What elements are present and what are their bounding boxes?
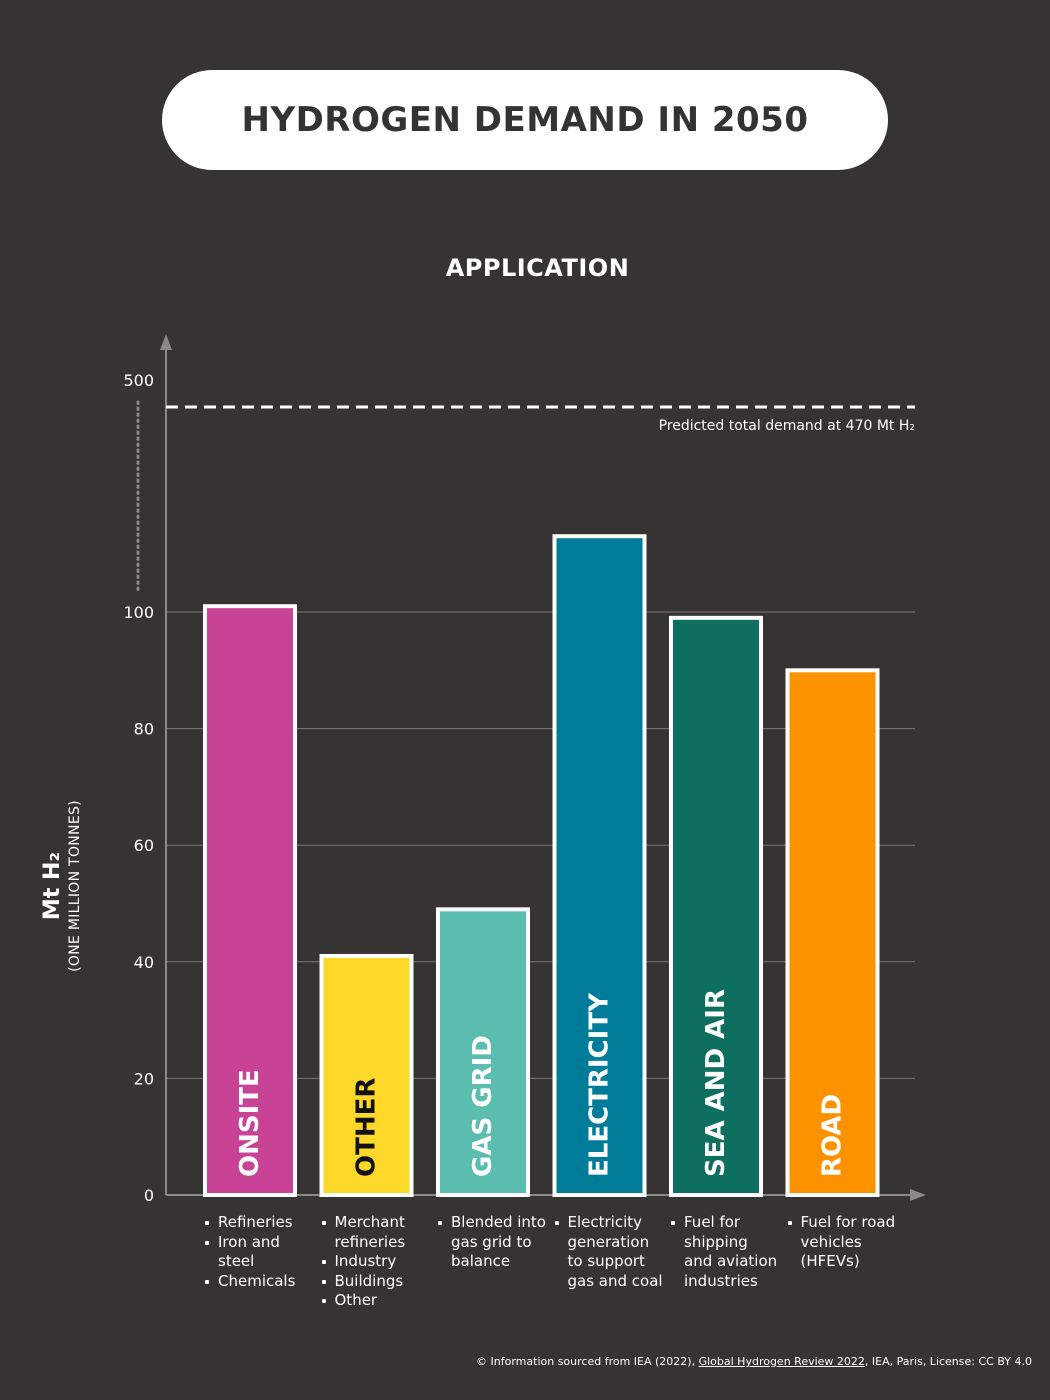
bar-label: ONSITE [235, 1069, 265, 1177]
description-item: Chemicals [202, 1272, 314, 1292]
category-description-list: Electricity generation to support gas an… [552, 1213, 664, 1291]
bar [669, 615, 763, 1197]
description-item: Fuel for road vehicles (HFEVs) [785, 1213, 897, 1272]
description-item: Iron and steel [202, 1233, 314, 1272]
footer-prefix: © Information sourced from IEA (2022), [476, 1355, 699, 1368]
bar-label: SEA AND AIR [701, 989, 731, 1177]
footer-suffix: , IEA, Paris, License: CC BY 4.0 [864, 1355, 1032, 1368]
y-axis-label: Mt H₂ (ONE MILLION TONNES) [40, 746, 120, 1026]
y-tick-label: 60 [134, 836, 154, 855]
y-tick-label: 80 [134, 720, 154, 739]
y-axis-subtitle: (ONE MILLION TONNES) [67, 800, 83, 972]
bar-label: OTHER [352, 1078, 382, 1177]
category-description-list: Blended into gas grid to balance [435, 1213, 547, 1272]
category-description-list: Merchant refineries Industry Buildings Othe… [319, 1213, 431, 1311]
description-item: Blended into gas grid to balance [435, 1213, 547, 1272]
source-footer: © Information sourced from IEA (2022), G… [476, 1355, 1032, 1368]
description-item: Electricity generation to support gas an… [552, 1213, 664, 1291]
y-tick-label: 100 [123, 603, 154, 622]
chart-title: HYDROGEN DEMAND IN 2050 [241, 100, 809, 140]
description-item: Fuel for shipping and aviation industrie… [668, 1213, 780, 1291]
description-item: Industry [319, 1252, 431, 1272]
description-item: Merchant refineries [319, 1213, 431, 1252]
bar [552, 534, 647, 1197]
bar-label: ELECTRICITY [585, 992, 615, 1177]
bar [785, 668, 880, 1197]
y-tick-label: 500 [123, 371, 154, 390]
title-pill: HYDROGEN DEMAND IN 2050 [162, 70, 888, 170]
bar [436, 907, 530, 1198]
description-item: Other [319, 1291, 431, 1311]
footer-link[interactable]: Global Hydrogen Review 2022 [698, 1355, 865, 1368]
y-tick-label: 20 [134, 1069, 154, 1088]
bar [203, 604, 297, 1197]
chart-subtitle: APPLICATION [445, 254, 630, 282]
bar [319, 953, 414, 1197]
category-description-list: Fuel for shipping and aviation industrie… [668, 1213, 780, 1291]
bar-label: ROAD [818, 1094, 848, 1177]
y-axis-arrow [160, 334, 172, 350]
description-item: Buildings [319, 1272, 431, 1292]
x-axis-arrow [910, 1189, 926, 1201]
category-description-list: Fuel for road vehicles (HFEVs) [785, 1213, 897, 1272]
category-description-list: Refineries Iron and steel Chemicals [202, 1213, 314, 1291]
reference-label: Predicted total demand at 470 Mt H₂ [659, 418, 915, 434]
y-axis-title: Mt H₂ [40, 851, 65, 921]
bar-label: GAS GRID [468, 1035, 498, 1177]
y-tick-label: 40 [134, 953, 154, 972]
description-item: Refineries [202, 1213, 314, 1233]
y-tick-label: 0 [144, 1186, 154, 1205]
